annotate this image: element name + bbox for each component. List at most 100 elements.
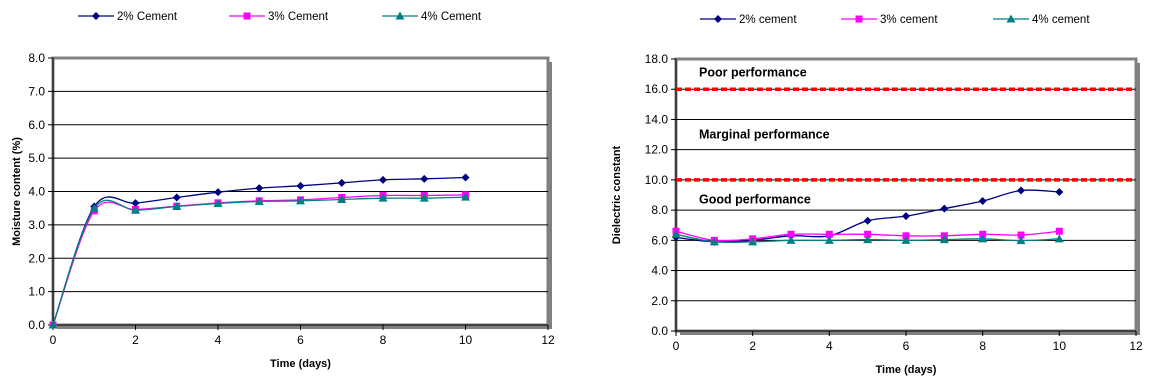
right-series-0-point-5 (863, 216, 872, 225)
right-series-0-point-8 (978, 197, 987, 206)
right-series-2-point-8 (978, 234, 988, 243)
left-xtick-label-1: 2 (132, 333, 139, 347)
right-ytick-label-3: 6.0 (651, 233, 668, 247)
left-ytick-label-1: 1.0 (28, 285, 45, 299)
right-annotation-2: Good performance (699, 193, 811, 207)
right-legend-marker-2 (1006, 14, 1016, 23)
left-series-2-point-10 (461, 192, 470, 201)
right-series-0-point-10 (1055, 187, 1064, 196)
left-legend-marker-0 (92, 12, 100, 20)
right-series-1-point-10 (1055, 227, 1063, 235)
left-series-line-2 (52, 196, 466, 326)
right-series-1-point-5 (864, 230, 872, 238)
left-series-0-point-7 (337, 178, 346, 187)
right-series-2-point-7 (939, 235, 949, 244)
right-ytick-label-1: 2.0 (651, 294, 668, 308)
right-ytick-label-9: 18.0 (645, 52, 669, 66)
right-series-2-point-2 (748, 237, 758, 246)
right-ytick-label-7: 14.0 (645, 112, 669, 126)
right-xtick-label-4: 8 (979, 339, 986, 353)
right-xtick-label-3: 6 (903, 339, 910, 353)
left-ytick-label-8: 8.0 (28, 51, 45, 65)
left-ytick-label-0: 0.0 (28, 318, 45, 332)
right-legend-label-2: 4% cement (1032, 14, 1090, 26)
right-legend-label-1: 3% cement (880, 14, 938, 26)
left-xtick-label-6: 12 (541, 333, 555, 347)
left-legend-marker-2 (395, 11, 405, 20)
right-ytick-label-2: 4.0 (651, 264, 668, 278)
left-series-2-point-3 (172, 202, 182, 211)
left-series-0-point-4 (214, 188, 222, 197)
left-series-line-0 (52, 176, 466, 326)
left-series-0-point-10 (461, 173, 470, 182)
right-xtick-label-6: 12 (1129, 339, 1143, 353)
right-annotation-1: Marginal performance (699, 128, 830, 142)
left-series-2-point-4 (213, 199, 223, 208)
left-series-2-point-5 (254, 197, 264, 206)
right-series-0-point-7 (940, 204, 949, 213)
left-ytick-label-2: 2.0 (28, 251, 45, 265)
dielectric-constant-chart-svg: 0.0 2.0 4.0 6.0 8.0 10.0 12.0 14.0 16.0 18.0 0 2 4 6 8… (611, 14, 1143, 376)
right-series-2-point-6 (901, 235, 911, 244)
left-ytick-label-5: 5.0 (28, 151, 45, 165)
right-xtick-label-5: 10 (1053, 339, 1067, 353)
right-series-2-point-9 (1016, 236, 1026, 245)
left-legend-marker-1 (243, 12, 251, 20)
left-series-2-point-0 (48, 320, 58, 329)
left-legend-label-0: 2% Cement (117, 11, 178, 23)
left-x-axis-title: Time (days) (270, 358, 331, 370)
dielectric-constant-chart: 0.0 2.0 4.0 6.0 8.0 10.0 12.0 14.0 16.0 18.0 0 2 4 6 8… (576, 0, 1152, 387)
right-series-2-point-10 (1054, 234, 1064, 243)
left-legend-label-1: 3% Cement (268, 11, 329, 23)
right-series-0-point-9 (1017, 186, 1025, 195)
left-ytick-label-3: 3.0 (28, 218, 45, 232)
left-ytick-label-4: 4.0 (28, 185, 45, 199)
left-series-0-point-3 (172, 193, 181, 202)
left-series-2-point-8 (378, 193, 388, 202)
right-series-2-point-0 (671, 229, 681, 238)
left-xtick-label-3: 6 (297, 333, 304, 347)
left-series-2-point-9 (419, 193, 429, 202)
left-series-0-point-9 (420, 174, 429, 183)
left-series-0-point-8 (379, 175, 387, 184)
right-y-axis-title: Dielectric constant (611, 145, 623, 244)
left-xtick-label-0: 0 (50, 333, 57, 347)
right-x-axis-title: Time (days) (876, 364, 937, 376)
right-series-2-point-4 (824, 235, 834, 244)
right-legend-label-0: 2% cement (739, 14, 797, 26)
right-ytick-label-4: 8.0 (651, 203, 668, 217)
left-y-axis-title: Moisture content (%) (11, 137, 23, 246)
right-xtick-label-1: 2 (749, 339, 756, 353)
left-xtick-label-5: 10 (459, 333, 473, 347)
left-series-0-point-6 (296, 181, 305, 190)
right-xtick-label-2: 4 (826, 339, 833, 353)
left-series-2-point-1 (89, 203, 99, 212)
right-series-2-point-1 (709, 237, 719, 246)
right-legend-marker-1 (855, 15, 863, 23)
right-ytick-label-5: 10.0 (645, 173, 669, 187)
right-annotation-0: Poor performance (699, 66, 807, 80)
right-series-1-point-9 (1017, 231, 1025, 239)
right-series-1-point-6 (902, 232, 910, 240)
left-series-2-point-2 (131, 205, 140, 214)
left-series-0-point-2 (131, 199, 140, 208)
left-series-0-point-5 (255, 184, 264, 193)
moisture-content-chart-svg: 0.0 1.0 2.0 3.0 4.0 5.0 6.0 7.0 8.0 0 2 4 6 8 10 12 Time… (11, 11, 555, 370)
left-ytick-label-7: 7.0 (28, 84, 45, 98)
left-series-line-1 (52, 194, 466, 326)
right-series-1-point-4 (825, 230, 833, 238)
left-xtick-label-4: 8 (380, 333, 387, 347)
left-series-2-point-7 (337, 195, 347, 204)
right-xtick-label-0: 0 (673, 339, 680, 353)
right-ytick-label-0: 0.0 (651, 324, 668, 338)
right-legend-marker-0 (714, 15, 722, 23)
right-series-0-point-6 (902, 212, 910, 221)
right-ytick-label-6: 12.0 (645, 143, 669, 157)
right-series-1-point-8 (979, 230, 987, 238)
right-series-1-point-3 (787, 230, 795, 238)
right-series-2-point-3 (786, 235, 796, 244)
left-xtick-label-2: 4 (215, 333, 222, 347)
left-ytick-label-6: 6.0 (28, 118, 45, 132)
left-legend-label-2: 4% Cement (421, 11, 482, 23)
left-series-2-point-6 (296, 196, 305, 205)
